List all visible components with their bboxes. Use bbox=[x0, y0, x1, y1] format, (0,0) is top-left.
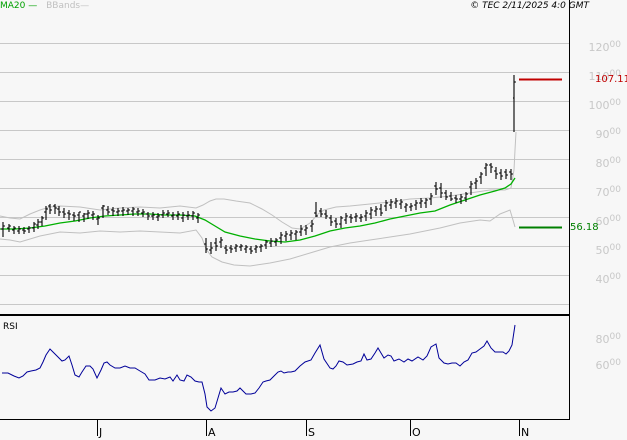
price-tick: 11000 bbox=[588, 69, 621, 83]
x-ticks bbox=[97, 420, 520, 436]
price-tick: 7000 bbox=[595, 185, 621, 199]
copyright: © TEC 2/11/2025 4:0 GMT bbox=[470, 1, 589, 11]
legend: MA20 — BBands— bbox=[0, 0, 89, 12]
price-tick: 10000 bbox=[588, 98, 621, 112]
rsi-label: RSI bbox=[3, 322, 18, 332]
rsi-tick: 8000 bbox=[595, 332, 621, 346]
rsi-tick: 6000 bbox=[595, 358, 621, 372]
legend-ma20: MA20 — bbox=[0, 1, 38, 11]
price-tick: 4000 bbox=[595, 272, 621, 286]
support-tag: 56.18 bbox=[570, 222, 599, 233]
price-gridlines bbox=[0, 43, 569, 305]
price-tick: 8000 bbox=[595, 156, 621, 170]
price-tick: 5000 bbox=[595, 243, 621, 257]
x-label-oct: O bbox=[412, 426, 421, 439]
x-label-nov: N bbox=[521, 426, 530, 439]
ohlc-bars bbox=[1, 75, 516, 254]
price-tick: 6000 bbox=[595, 214, 621, 228]
x-label-aug: A bbox=[208, 426, 216, 439]
price-tick: 9000 bbox=[595, 127, 621, 141]
x-label-sep: S bbox=[308, 426, 315, 439]
bband-upper bbox=[0, 131, 517, 230]
rsi-line bbox=[2, 324, 516, 412]
bband-lower bbox=[0, 209, 516, 267]
price-tick: 12000 bbox=[588, 40, 621, 54]
bbands bbox=[0, 131, 517, 267]
x-label-jul: J bbox=[99, 426, 103, 439]
resistance-tag: 107.11 bbox=[595, 74, 627, 85]
legend-bbands: BBands— bbox=[46, 1, 90, 11]
